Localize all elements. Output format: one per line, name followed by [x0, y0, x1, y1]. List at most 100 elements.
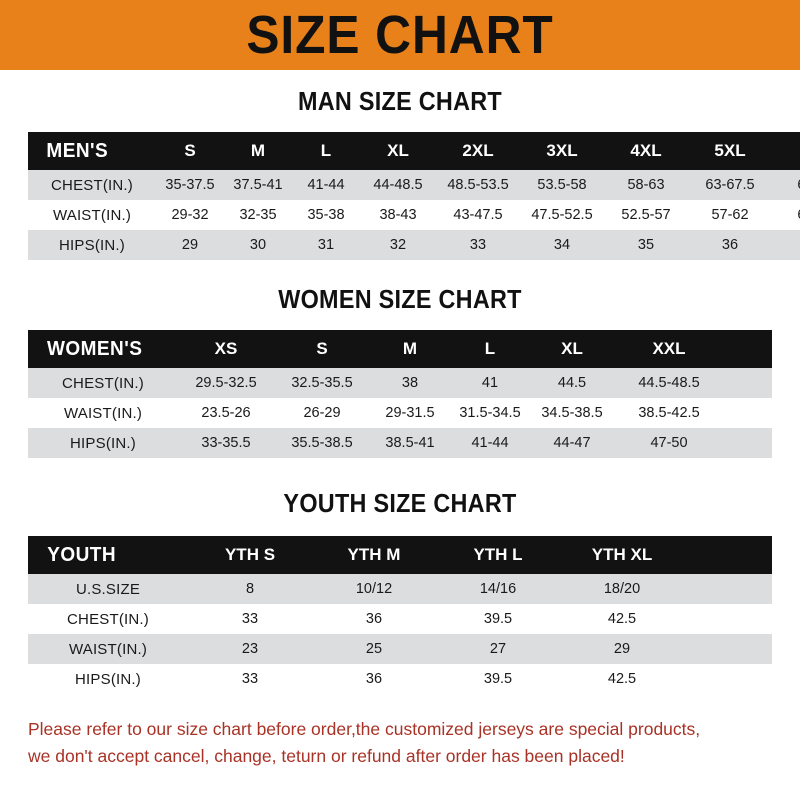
men-waist-3xl: 47.5-52.5 [520, 200, 604, 230]
women-hips-xs: 33-35.5 [178, 428, 274, 458]
men-chest-l: 41-44 [292, 170, 360, 200]
men-size-table: MEN'S S M L XL 2XL 3XL 4XL 5XL 6XL CHEST… [28, 132, 800, 260]
women-waist-s: 26-29 [274, 398, 370, 428]
youth-chest-l: 39.5 [436, 604, 560, 634]
youth-header-spacer [684, 536, 772, 574]
men-size-chart-section: MAN SIZE CHART MEN'S S M L XL 2XL 3XL 4X… [0, 86, 800, 260]
men-chest-3xl: 53.5-58 [520, 170, 604, 200]
youth-chest-xl: 42.5 [560, 604, 684, 634]
women-header-xxl: XXL [652, 339, 686, 358]
order-policy-note-line-1: Please refer to our size chart before or… [28, 719, 701, 739]
youth-chest-m: 36 [312, 604, 436, 634]
size-chart-banner: SIZE CHART [0, 0, 800, 70]
youth-size-table: YOUTH YTH S YTH M YTH L YTH XL U.S.SIZE … [28, 536, 772, 694]
table-row: U.S.SIZE 8 10/12 14/16 18/20 [28, 574, 772, 604]
women-table-wrap: WOMEN'S XS S M L XL XXL CHEST(IN.) 29.5-… [28, 330, 772, 458]
youth-ussize-s: 8 [188, 574, 312, 604]
women-chest-xl: 44.5 [530, 368, 614, 398]
men-waist-label: WAIST(IN.) [28, 200, 156, 230]
youth-table-wrap: YOUTH YTH S YTH M YTH L YTH XL U.S.SIZE … [28, 536, 772, 694]
women-chest-l: 41 [450, 368, 530, 398]
men-hips-4xl: 35 [604, 230, 688, 260]
youth-ussize-xl: 18/20 [560, 574, 684, 604]
men-chest-s: 35-37.5 [156, 170, 224, 200]
women-header-m: M [402, 339, 418, 358]
women-waist-l: 31.5-34.5 [450, 398, 530, 428]
men-hips-l: 31 [292, 230, 360, 260]
women-size-table: WOMEN'S XS S M L XL XXL CHEST(IN.) 29.5-… [28, 330, 772, 458]
table-row: HIPS(IN.) 33 36 39.5 42.5 [28, 664, 772, 694]
youth-ussize-m: 10/12 [312, 574, 436, 604]
women-waist-m: 29-31.5 [370, 398, 450, 428]
youth-hips-spacer [684, 664, 772, 694]
men-hips-2xl: 33 [436, 230, 520, 260]
men-hips-s: 29 [156, 230, 224, 260]
table-row: WAIST(IN.) 23 25 27 29 [28, 634, 772, 664]
men-hips-6xl: 37 [772, 230, 800, 260]
women-chest-m: 38 [370, 368, 450, 398]
men-waist-xl: 38-43 [360, 200, 436, 230]
youth-waist-l: 27 [436, 634, 560, 664]
men-header-5xl: 5XL [714, 141, 746, 160]
women-header-xl: XL [561, 339, 583, 358]
women-hips-spacer [724, 428, 772, 458]
youth-waist-s: 23 [188, 634, 312, 664]
youth-waist-xl: 29 [560, 634, 684, 664]
men-waist-m: 32-35 [224, 200, 292, 230]
men-chest-5xl: 63-67.5 [688, 170, 772, 200]
youth-table-header-row: YOUTH YTH S YTH M YTH L YTH XL [28, 536, 772, 574]
men-header-l: L [320, 141, 332, 160]
women-header-s: S [316, 339, 328, 358]
men-header-2xl: 2XL [462, 141, 494, 160]
men-chest-label: CHEST(IN.) [28, 170, 156, 200]
youth-chest-label: CHEST(IN.) [28, 604, 188, 634]
women-chest-s: 32.5-35.5 [274, 368, 370, 398]
men-section-title: MAN SIZE CHART [298, 86, 502, 116]
men-waist-s: 29-32 [156, 200, 224, 230]
men-header-xl: XL [387, 141, 409, 160]
table-row: WAIST(IN.) 29-32 32-35 35-38 38-43 43-47… [28, 200, 800, 230]
table-row: WAIST(IN.) 23.5-26 26-29 29-31.5 31.5-34… [28, 398, 772, 428]
men-header-3xl: 3XL [546, 141, 578, 160]
women-waist-xxl: 38.5-42.5 [614, 398, 724, 428]
men-waist-6xl: 62-66.5 [772, 200, 800, 230]
youth-size-chart-section: YOUTH SIZE CHART YOUTH YTH S YTH M YTH L… [0, 488, 800, 694]
women-table-header-row: WOMEN'S XS S M L XL XXL [28, 330, 772, 368]
women-waist-xl: 34.5-38.5 [530, 398, 614, 428]
men-header-label: MEN'S [46, 139, 109, 162]
women-header-spacer [724, 330, 772, 368]
women-header-label: WOMEN'S [46, 337, 143, 360]
order-policy-note-line-2: we don't accept cancel, change, teturn o… [28, 746, 625, 766]
youth-chest-spacer [684, 604, 772, 634]
men-chest-6xl: 67.5-72 [772, 170, 800, 200]
men-waist-4xl: 52.5-57 [604, 200, 688, 230]
order-policy-note: Please refer to our size chart before or… [28, 716, 772, 770]
table-row: CHEST(IN.) 29.5-32.5 32.5-35.5 38 41 44.… [28, 368, 772, 398]
women-hips-s: 35.5-38.5 [274, 428, 370, 458]
women-chest-label: CHEST(IN.) [28, 368, 178, 398]
youth-hips-l: 39.5 [436, 664, 560, 694]
youth-header-label: YOUTH [47, 543, 117, 566]
men-table-header-row: MEN'S S M L XL 2XL 3XL 4XL 5XL 6XL [28, 132, 800, 170]
men-chest-4xl: 58-63 [604, 170, 688, 200]
women-section-title: WOMEN SIZE CHART [278, 284, 522, 314]
men-header-6xl: 6XL [772, 132, 800, 170]
youth-header-s: YTH S [224, 545, 276, 564]
table-row: HIPS(IN.) 29 30 31 32 33 34 35 36 37 [28, 230, 800, 260]
youth-hips-s: 33 [188, 664, 312, 694]
youth-hips-xl: 42.5 [560, 664, 684, 694]
women-size-chart-section: WOMEN SIZE CHART WOMEN'S XS S M L XL XXL… [0, 284, 800, 458]
women-header-xs: XS [214, 339, 238, 358]
men-table-wrap: MEN'S S M L XL 2XL 3XL 4XL 5XL 6XL CHEST… [28, 132, 800, 260]
men-hips-label: HIPS(IN.) [28, 230, 156, 260]
youth-header-m: YTH M [347, 545, 401, 564]
table-row: CHEST(IN.) 35-37.5 37.5-41 41-44 44-48.5… [28, 170, 800, 200]
women-waist-xs: 23.5-26 [178, 398, 274, 428]
men-hips-xl: 32 [360, 230, 436, 260]
youth-hips-m: 36 [312, 664, 436, 694]
men-header-s: S [184, 141, 196, 160]
men-chest-m: 37.5-41 [224, 170, 292, 200]
men-hips-5xl: 36 [688, 230, 772, 260]
youth-ussize-l: 14/16 [436, 574, 560, 604]
women-hips-xxl: 47-50 [614, 428, 724, 458]
